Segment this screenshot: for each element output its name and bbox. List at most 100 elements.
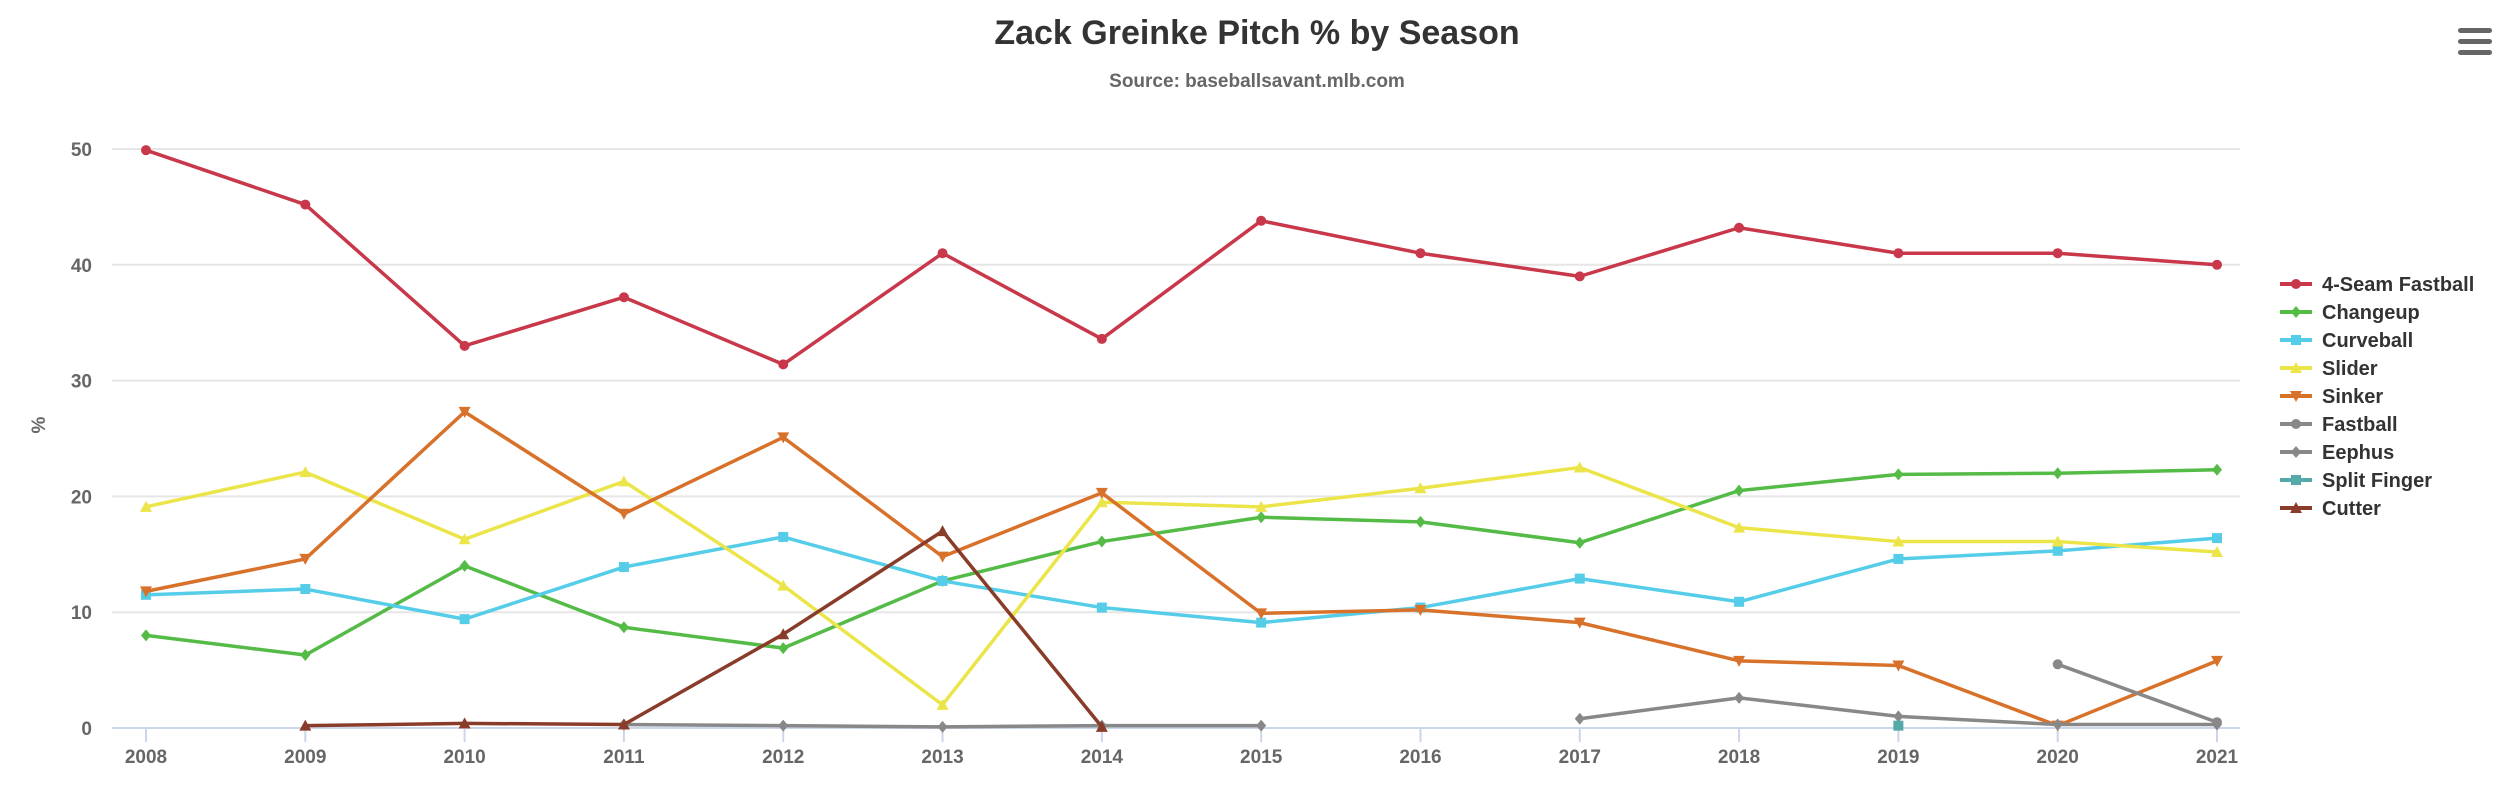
data-point[interactable] <box>618 562 629 573</box>
data-point[interactable] <box>1574 536 1585 549</box>
data-point[interactable] <box>299 466 312 478</box>
series-line[interactable] <box>145 535 2218 625</box>
data-point[interactable] <box>1574 712 1585 725</box>
data-point[interactable] <box>2211 545 2223 557</box>
data-point[interactable] <box>778 531 789 542</box>
data-point[interactable] <box>2052 467 2063 480</box>
data-point[interactable] <box>1893 710 1904 723</box>
series-line[interactable] <box>145 465 2218 707</box>
data-point[interactable] <box>299 719 312 731</box>
data-point[interactable] <box>1734 222 1745 233</box>
series-line[interactable] <box>145 148 2218 367</box>
legend-marker[interactable] <box>2291 475 2301 485</box>
data-point[interactable] <box>1096 602 1107 613</box>
data-point[interactable] <box>777 432 790 444</box>
data-point[interactable] <box>1573 617 1586 629</box>
data-point[interactable] <box>2212 259 2222 270</box>
legend-item[interactable]: 4-Seam Fastball <box>2280 274 2474 296</box>
data-point[interactable] <box>1096 333 1107 344</box>
data-point[interactable] <box>1574 271 1585 282</box>
data-point[interactable] <box>618 621 629 634</box>
series-split-finger[interactable] <box>1893 720 1904 731</box>
data-point[interactable] <box>1893 553 1904 564</box>
legend-marker[interactable] <box>2290 362 2302 373</box>
data-point[interactable] <box>299 553 312 565</box>
data-point[interactable] <box>458 717 471 729</box>
series-line[interactable] <box>145 468 2218 657</box>
legend-item[interactable]: Cutter <box>2280 498 2381 520</box>
data-point[interactable] <box>778 719 789 732</box>
data-point[interactable] <box>1893 720 1904 731</box>
data-point[interactable] <box>2212 533 2222 544</box>
data-point[interactable] <box>140 500 152 512</box>
data-point[interactable] <box>937 720 948 733</box>
data-point[interactable] <box>1733 521 1746 533</box>
series-curveball[interactable] <box>141 531 2222 628</box>
data-point[interactable] <box>617 718 630 730</box>
series-sinker[interactable] <box>140 406 2223 732</box>
data-point[interactable] <box>1256 719 1267 732</box>
data-point[interactable] <box>1095 487 1108 499</box>
legend-marker[interactable] <box>2290 502 2302 513</box>
data-point[interactable] <box>617 475 630 487</box>
data-point[interactable] <box>1892 660 1905 672</box>
data-point[interactable] <box>1414 482 1427 494</box>
legend-item[interactable]: Changeup <box>2280 302 2420 324</box>
legend-marker[interactable] <box>2291 446 2301 458</box>
series-eephus[interactable] <box>618 691 2222 733</box>
data-point[interactable] <box>300 199 311 210</box>
data-point[interactable] <box>1892 535 1905 547</box>
data-point[interactable] <box>1414 604 1427 616</box>
data-point[interactable] <box>2052 545 2063 556</box>
data-point[interactable] <box>936 551 949 563</box>
data-point[interactable] <box>1255 500 1268 512</box>
legend-marker[interactable] <box>2291 419 2301 429</box>
legend-item[interactable]: Fastball <box>2280 414 2398 436</box>
series-cutter[interactable] <box>299 525 1108 732</box>
data-point[interactable] <box>459 340 470 351</box>
data-point[interactable] <box>2052 718 2063 731</box>
series-line[interactable] <box>2057 662 2218 724</box>
legend-item[interactable]: Eephus <box>2280 442 2394 464</box>
series-4-seam-fastball[interactable] <box>141 145 2222 370</box>
data-point[interactable] <box>1734 691 1745 704</box>
data-point[interactable] <box>1096 535 1107 548</box>
legend-item[interactable]: Slider <box>2280 358 2378 380</box>
data-point[interactable] <box>1893 248 1904 259</box>
data-point[interactable] <box>1256 617 1267 628</box>
data-point[interactable] <box>2051 535 2064 547</box>
data-point[interactable] <box>140 586 152 598</box>
legend-item[interactable]: Curveball <box>2280 330 2413 352</box>
data-point[interactable] <box>777 628 790 640</box>
data-point[interactable] <box>1415 515 1426 528</box>
legend-item[interactable]: Split Finger <box>2280 470 2432 492</box>
data-point[interactable] <box>1256 215 1267 226</box>
legend-item[interactable]: Sinker <box>2280 386 2383 408</box>
data-point[interactable] <box>2212 718 2222 731</box>
hamburger-menu-icon[interactable] <box>2458 28 2492 56</box>
data-point[interactable] <box>141 629 151 642</box>
legend-marker[interactable] <box>2291 335 2301 345</box>
data-point[interactable] <box>936 525 949 537</box>
legend-marker[interactable] <box>2291 306 2301 318</box>
data-point[interactable] <box>459 559 470 572</box>
legend-marker[interactable] <box>2291 279 2301 289</box>
series-line[interactable] <box>305 529 1104 728</box>
data-point[interactable] <box>618 292 629 303</box>
data-point[interactable] <box>458 533 471 545</box>
data-point[interactable] <box>141 145 151 156</box>
data-point[interactable] <box>2211 655 2223 667</box>
data-point[interactable] <box>1256 511 1267 524</box>
data-point[interactable] <box>777 579 790 591</box>
data-point[interactable] <box>1734 484 1745 497</box>
data-point[interactable] <box>937 248 948 259</box>
data-point[interactable] <box>1734 596 1745 607</box>
data-point[interactable] <box>778 642 789 655</box>
data-point[interactable] <box>300 649 311 662</box>
data-point[interactable] <box>936 698 949 710</box>
data-point[interactable] <box>1893 468 1904 481</box>
series-changeup[interactable] <box>141 463 2222 662</box>
data-point[interactable] <box>1573 461 1586 473</box>
data-point[interactable] <box>1095 496 1108 508</box>
data-point[interactable] <box>1733 655 1746 667</box>
